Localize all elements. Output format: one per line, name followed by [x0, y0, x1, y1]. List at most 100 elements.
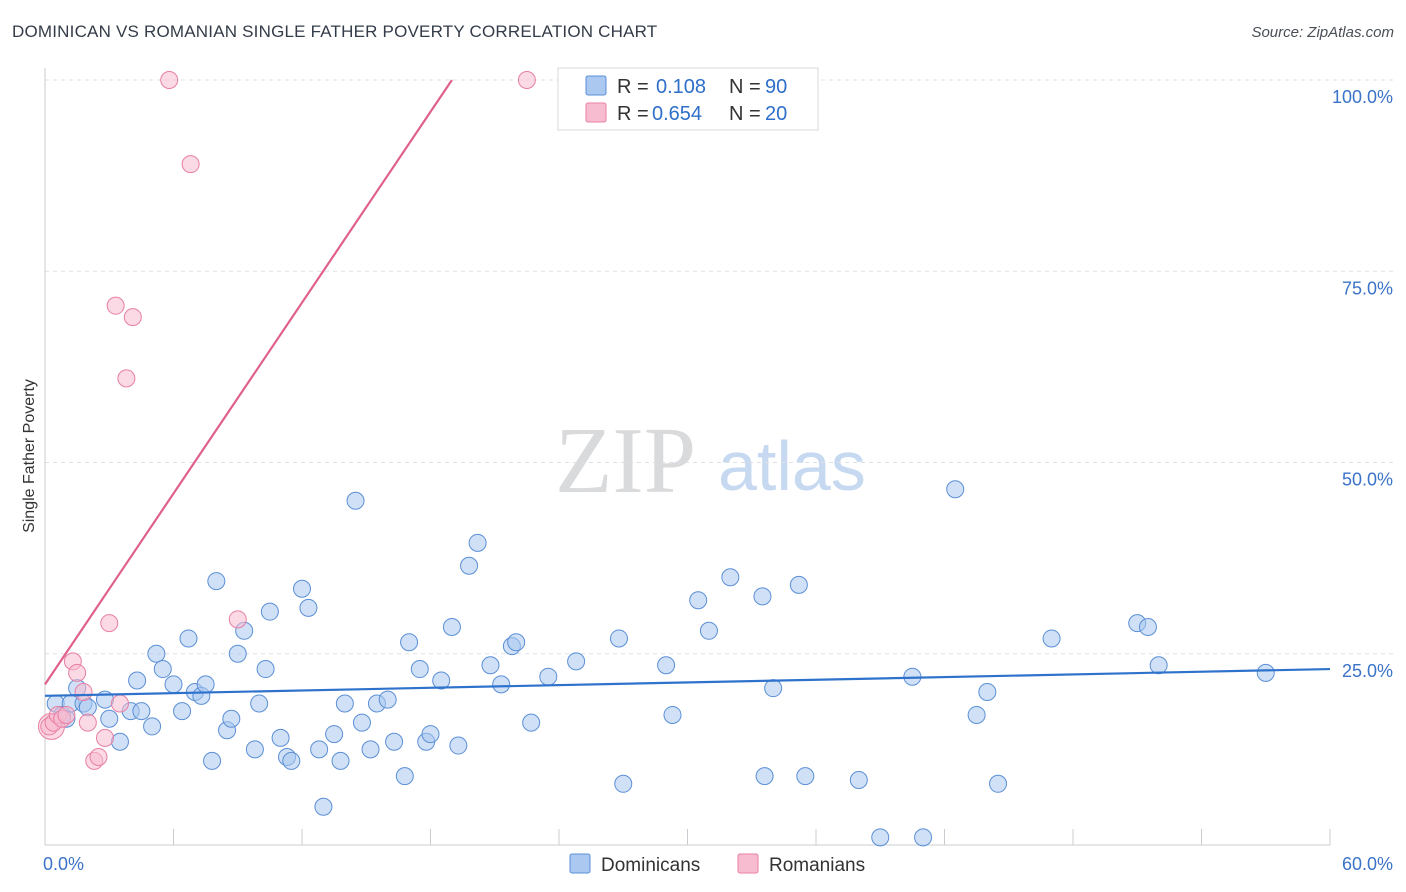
dominicans-point [1149, 656, 1168, 675]
dominicans-point [173, 702, 192, 721]
dominicans-point [256, 660, 275, 679]
dominicans-point [721, 568, 740, 587]
legend-r-romanians: 0.654 [652, 103, 702, 125]
dominicans-point [147, 644, 166, 663]
romanians-point [228, 610, 247, 629]
dominicans-point [110, 732, 129, 751]
romanians-point [117, 369, 136, 388]
legend-r-label-dominicans: R = [617, 76, 649, 98]
dominicans-point [755, 767, 774, 786]
y-axis-title: Single Father Poverty [21, 379, 38, 533]
dominicans-point [352, 713, 371, 732]
dominicans-point [325, 725, 344, 744]
dominicans-point [946, 480, 965, 499]
dominicans-point [153, 660, 172, 679]
romanians-point [100, 614, 119, 633]
legend-n-label-dominicans: N = [729, 76, 761, 98]
dominicans-point [271, 728, 290, 747]
romanians-point [78, 713, 97, 732]
dominicans-point [100, 709, 119, 728]
watermark-zip: ZIP [555, 409, 696, 513]
romanians-point [95, 728, 114, 747]
dominicans-point [207, 572, 226, 591]
legend-n-label-romanians: N = [729, 103, 761, 125]
dominicans-point [222, 709, 241, 728]
dominicans-point [796, 767, 815, 786]
dominicans-point [143, 717, 162, 736]
dominicans-point [764, 679, 783, 698]
dominicans-point [385, 732, 404, 751]
dominicans-point [967, 705, 986, 724]
x-tick-labels: 0.0% 60.0% [43, 854, 1393, 874]
dominicans-point [1138, 617, 1157, 636]
dominicans-point [410, 660, 429, 679]
x-tick-label-min: 0.0% [43, 854, 84, 874]
legend-n-romanians: 20 [765, 103, 787, 125]
dominicans-point [492, 675, 511, 694]
dominicans-point [260, 602, 279, 621]
dominicans-point [1256, 663, 1275, 682]
y-tick-label: 75.0% [1342, 278, 1393, 298]
source-label: Source: ZipAtlas.com [1251, 24, 1394, 41]
dominicans-point [914, 828, 933, 847]
dominicans-point [132, 702, 151, 721]
watermark-atlas: atlas [718, 427, 866, 505]
dominicans-point [378, 690, 397, 709]
dominicans-point [1042, 629, 1061, 648]
dominicans-point [849, 770, 868, 789]
dominicans-point [196, 675, 215, 694]
dominicans-point [250, 694, 269, 713]
dominicans-point [203, 751, 222, 770]
romanians-point [110, 694, 129, 713]
dominicans-point [522, 713, 541, 732]
dominicans-point [689, 591, 708, 610]
dominicans-point [657, 656, 676, 675]
romanians-trend-line [44, 79, 453, 685]
bottom-legend-dominicans: Dominicans [601, 855, 700, 876]
x-tick-label-max: 60.0% [1342, 854, 1393, 874]
dominicans-point [539, 667, 558, 686]
dominicans-point [400, 633, 419, 652]
dominicans-point [245, 740, 264, 759]
dominicans-point [293, 579, 311, 598]
dominicans-point [449, 736, 468, 755]
romanians-point [181, 155, 200, 174]
legend-r-dominicans: 0.108 [656, 76, 706, 98]
bottom-legend-romanians: Romanians [769, 855, 865, 876]
romanians-point [57, 705, 76, 724]
dominicans-point [179, 629, 198, 648]
dominicans-point [78, 698, 97, 717]
dominicans-point [614, 774, 633, 793]
legend-swatch-romanians [585, 102, 607, 123]
romanians-point [68, 663, 87, 682]
dominicans-point [989, 774, 1008, 793]
trend-lines [44, 79, 1331, 697]
dominicans-point [299, 598, 318, 617]
dominicans-point [335, 694, 354, 713]
dominicans-point [310, 740, 329, 759]
gridlines [45, 79, 1393, 655]
dominicans-point [567, 652, 586, 671]
y-tick-label: 100.0% [1332, 87, 1393, 107]
romanians-point [160, 71, 179, 89]
bottom-legend-swatch-dominicans [569, 853, 591, 874]
y-tick-label: 50.0% [1342, 470, 1393, 490]
dominicans-points [46, 480, 1275, 847]
series-legend: Dominicans Romanians [569, 853, 865, 876]
romanians-point [89, 748, 108, 767]
y-tick-label: 25.0% [1342, 661, 1393, 681]
dominicans-point [282, 751, 301, 770]
dominicans-point [331, 751, 350, 770]
dominicans-point [421, 725, 440, 744]
chart-title: DOMINICAN VS ROMANIAN SINGLE FATHER POVE… [12, 22, 658, 41]
romanians-point [517, 71, 536, 89]
dominicans-point [699, 621, 718, 640]
dominicans-point [432, 671, 451, 690]
correlation-legend: R = 0.108 N = 90 R = 0.654 N = 20 [557, 67, 819, 131]
romanians-points [37, 71, 536, 770]
dominicans-point [481, 656, 500, 675]
bottom-legend-swatch-romanians [737, 853, 759, 874]
dominicans-point [314, 797, 333, 816]
legend-r-label-romanians: R = [617, 103, 649, 125]
